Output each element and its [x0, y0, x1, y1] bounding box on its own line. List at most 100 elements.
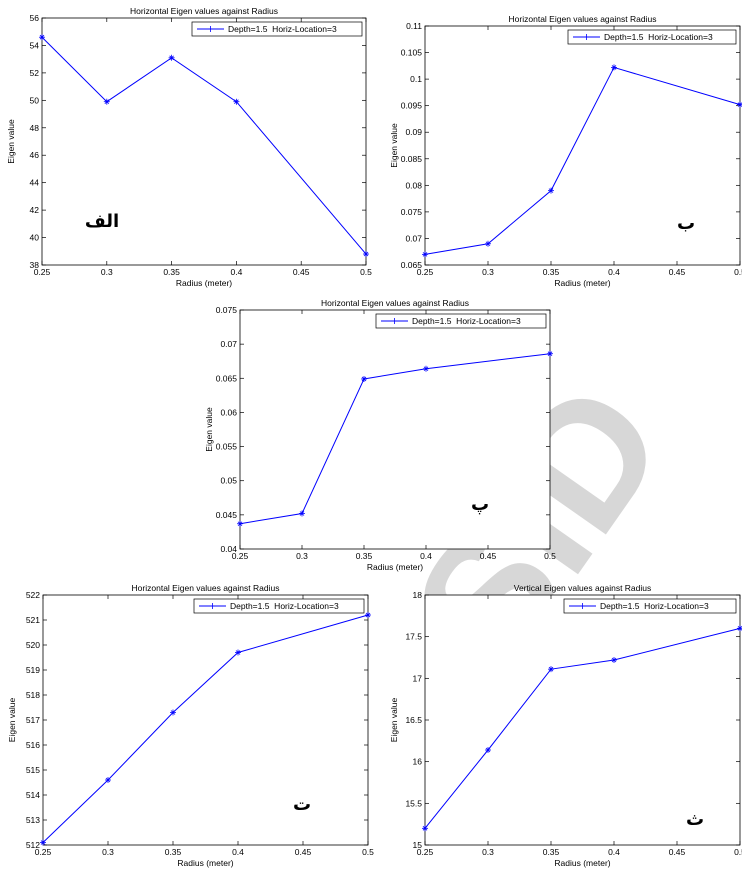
panel-label: ت — [293, 794, 311, 814]
y-tick-label: 521 — [26, 615, 40, 625]
chart-title: Vertical Eigen values against Radius — [514, 583, 652, 593]
x-tick-label: 0.35 — [163, 267, 180, 277]
panel-label: ث — [686, 809, 704, 829]
plot-area — [424, 594, 741, 846]
chart-title: Horizontal Eigen values against Radius — [321, 298, 469, 308]
y-tick-label: 0.06 — [220, 407, 237, 417]
y-tick-label: 519 — [26, 665, 40, 675]
data-point — [363, 251, 369, 258]
x-tick-label: 0.35 — [543, 267, 560, 277]
x-tick-label: 0.3 — [101, 267, 113, 277]
y-tick-label: 0.095 — [401, 101, 423, 111]
y-tick-label: 38 — [30, 260, 40, 270]
x-tick-label: 0.45 — [669, 267, 686, 277]
y-axis-label: Eigen value — [204, 407, 214, 452]
y-tick-label: 44 — [30, 178, 40, 188]
data-point — [361, 375, 367, 382]
chart-1: Horizontal Eigen values against Radius 0.… — [6, 6, 372, 288]
x-tick-label: 0.4 — [232, 847, 244, 857]
data-point — [39, 34, 45, 41]
y-tick-label: 52 — [30, 68, 40, 78]
data-point — [485, 240, 491, 247]
legend-label: Depth=1.5 Horiz-Location=3 — [600, 601, 709, 611]
x-tick-label: 0.3 — [482, 267, 494, 277]
y-tick-label: 515 — [26, 765, 40, 775]
x-axis-label: Radius (meter) — [554, 278, 610, 288]
x-tick-label: 0.45 — [480, 551, 497, 561]
x-axis-label: Radius (meter) — [367, 562, 423, 572]
y-tick-label: 0.105 — [401, 48, 423, 58]
x-axis-label: Radius (meter) — [177, 858, 233, 868]
y-tick-label: 54 — [30, 40, 40, 50]
x-tick-label: 0.25 — [417, 267, 434, 277]
plot-area — [424, 25, 741, 266]
y-tick-label: 0.05 — [220, 476, 237, 486]
y-tick-label: 520 — [26, 640, 40, 650]
data-point — [237, 520, 243, 527]
y-tick-label: 518 — [26, 690, 40, 700]
legend: Depth=1.5 Horiz-Location=3 — [375, 313, 547, 329]
x-tick-label: 0.25 — [34, 267, 51, 277]
x-tick-label: 0.25 — [232, 551, 249, 561]
panel-label: پ — [471, 494, 489, 515]
data-point — [103, 98, 110, 105]
y-tick-label: 0.065 — [216, 373, 238, 383]
y-tick-label: 16.5 — [405, 715, 422, 725]
y-tick-label: 0.09 — [405, 127, 422, 137]
legend-label: Depth=1.5 Horiz-Location=3 — [230, 601, 339, 611]
data-point — [40, 839, 46, 846]
x-tick-label: 0.4 — [420, 551, 432, 561]
y-tick-label: 522 — [26, 590, 40, 600]
y-axis-label: Eigen value — [6, 119, 16, 164]
x-tick-label: 0.3 — [296, 551, 308, 561]
data-point — [365, 612, 371, 618]
y-axis-label: Eigen value — [389, 698, 399, 743]
y-tick-label: 0.07 — [220, 339, 237, 349]
x-tick-label: 0.3 — [102, 847, 114, 857]
x-tick-label: 0.4 — [230, 267, 242, 277]
data-point — [611, 64, 617, 71]
data-point — [548, 666, 554, 673]
data-point — [299, 510, 305, 517]
data-point — [737, 101, 742, 108]
y-tick-label: 48 — [30, 123, 40, 133]
data-point — [235, 649, 241, 656]
x-tick-label: 0.5 — [734, 847, 742, 857]
y-tick-label: 513 — [26, 815, 40, 825]
chart-5: Vertical Eigen values against Radius 0.25… — [389, 583, 742, 868]
panel-label: ب — [677, 213, 695, 233]
x-tick-label: 0.45 — [295, 847, 312, 857]
chart-3: Horizontal Eigen values against Radius 0.… — [204, 298, 556, 572]
y-tick-label: 0.065 — [401, 260, 423, 270]
y-tick-label: 50 — [30, 95, 40, 105]
y-tick-label: 16 — [413, 757, 423, 767]
y-tick-label: 46 — [30, 150, 40, 160]
x-tick-label: 0.4 — [608, 267, 620, 277]
data-point — [547, 350, 553, 357]
y-tick-label: 17 — [413, 673, 423, 683]
data-point — [611, 657, 617, 663]
chart-4: Horizontal Eigen values against Radius 0.… — [7, 583, 374, 868]
x-tick-label: 0.5 — [362, 847, 374, 857]
data-point — [423, 365, 429, 372]
x-tick-label: 0.5 — [544, 551, 556, 561]
data-point — [105, 777, 111, 783]
x-tick-label: 0.4 — [608, 847, 620, 857]
data-point — [170, 709, 176, 716]
legend-label: Depth=1.5 Horiz-Location=3 — [604, 32, 713, 42]
x-axis-label: Radius (meter) — [176, 278, 232, 288]
y-tick-label: 514 — [26, 790, 40, 800]
plot-area — [42, 594, 369, 846]
x-tick-label: 0.25 — [417, 847, 434, 857]
legend: Depth=1.5 Horiz-Location=3 — [193, 598, 365, 614]
panel-label: الف — [85, 211, 119, 231]
y-tick-label: 0.085 — [401, 154, 423, 164]
chart-2: Horizontal Eigen values against Radius 0.… — [389, 14, 742, 288]
y-tick-label: 516 — [26, 740, 40, 750]
y-tick-label: 15 — [413, 840, 423, 850]
y-axis-label: Eigen value — [389, 123, 399, 168]
y-tick-label: 0.075 — [401, 207, 423, 217]
x-tick-label: 0.45 — [293, 267, 310, 277]
y-axis-label: Eigen value — [7, 698, 17, 743]
